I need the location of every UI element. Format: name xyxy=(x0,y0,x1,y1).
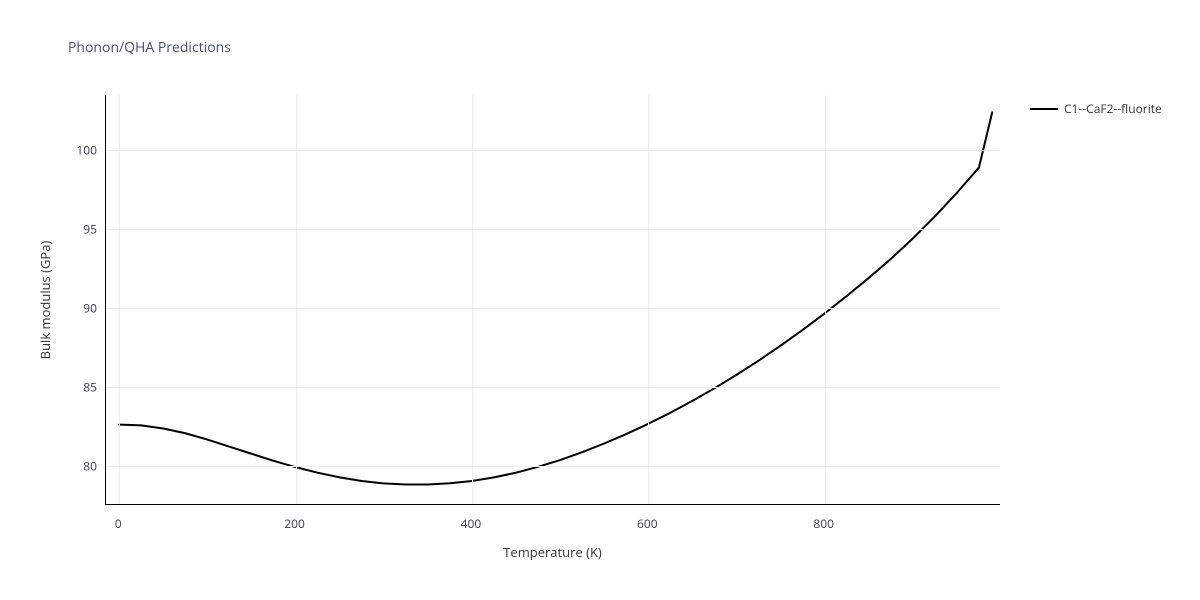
y-axis-label: Bulk modulus (GPa) xyxy=(36,241,54,360)
y-tick-label: 85 xyxy=(75,378,97,395)
grid-line-vertical xyxy=(648,95,649,504)
grid-line-horizontal xyxy=(106,466,1000,467)
grid-line-horizontal xyxy=(106,387,1000,388)
grid-line-horizontal xyxy=(106,150,1000,151)
legend-swatch-icon xyxy=(1030,108,1058,110)
chart-title: Phonon/QHA Predictions xyxy=(68,38,231,57)
x-tick-label: 0 xyxy=(115,515,122,532)
grid-line-vertical xyxy=(296,95,297,504)
y-tick-label: 100 xyxy=(75,142,97,159)
grid-line-horizontal xyxy=(106,308,1000,309)
y-tick-label: 95 xyxy=(75,221,97,238)
x-tick-label: 200 xyxy=(284,515,305,532)
x-tick-label: 400 xyxy=(461,515,482,532)
legend: C1--CaF2--fluorite xyxy=(1030,100,1162,117)
x-tick-label: 800 xyxy=(813,515,834,532)
line-series xyxy=(106,95,1001,505)
grid-line-vertical xyxy=(472,95,473,504)
x-axis-label: Temperature (K) xyxy=(503,543,602,561)
y-tick-label: 90 xyxy=(75,299,97,316)
plot-area xyxy=(105,95,1000,505)
legend-item-label: C1--CaF2--fluorite xyxy=(1064,100,1162,117)
grid-line-vertical xyxy=(119,95,120,504)
grid-line-horizontal xyxy=(106,229,1000,230)
grid-line-vertical xyxy=(825,95,826,504)
y-tick-label: 80 xyxy=(75,457,97,474)
x-tick-label: 600 xyxy=(637,515,658,532)
series-line xyxy=(119,112,992,484)
